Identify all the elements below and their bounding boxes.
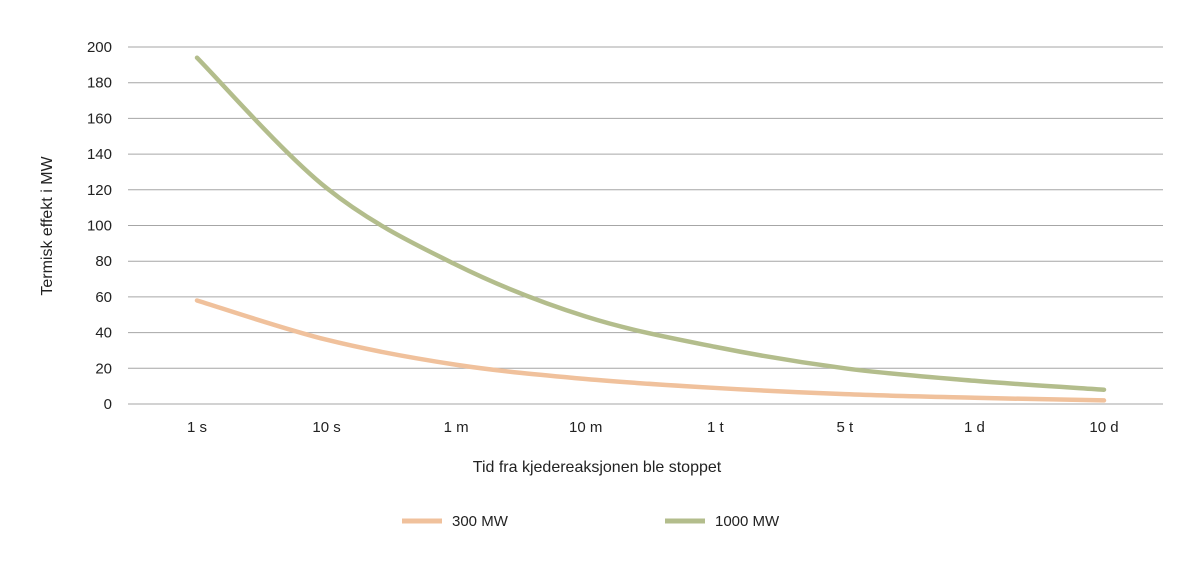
y-tick-label: 40 xyxy=(95,325,112,342)
x-tick-label: 1 m xyxy=(444,419,469,436)
legend: 300 MW 1000 MW xyxy=(402,513,780,530)
series-line-0 xyxy=(194,298,1107,403)
x-tick-label: 10 d xyxy=(1089,419,1118,436)
x-axis-tick-labels: 1 s 10 s 1 m 10 m 1 t 5 t 1 d 10 d xyxy=(187,419,1119,436)
y-tick-label: 160 xyxy=(87,110,112,127)
y-tick-label: 100 xyxy=(87,218,112,235)
y-tick-label: 140 xyxy=(87,146,112,163)
x-tick-label: 1 s xyxy=(187,419,207,436)
x-axis-title: Tid fra kjedereaksjonen ble stoppet xyxy=(473,459,722,476)
y-tick-label: 80 xyxy=(95,253,112,270)
y-tick-label: 0 xyxy=(104,396,112,413)
x-tick-label: 5 t xyxy=(837,419,855,436)
y-tick-label: 60 xyxy=(95,289,112,306)
y-tick-label: 200 xyxy=(87,39,112,56)
series-line-1 xyxy=(194,55,1107,392)
y-axis-tick-labels: 0 20 40 60 80 100 120 140 160 180 200 xyxy=(87,39,112,413)
y-axis-title: Termisk effekt i MW xyxy=(39,155,56,295)
legend-label-1: 1000 MW xyxy=(715,513,780,530)
y-tick-label: 180 xyxy=(87,75,112,92)
grid-lines xyxy=(128,46,1163,405)
x-tick-label: 10 m xyxy=(569,419,602,436)
x-tick-label: 1 d xyxy=(964,419,985,436)
x-tick-label: 10 s xyxy=(312,419,340,436)
y-tick-label: 20 xyxy=(95,360,112,377)
legend-label-0: 300 MW xyxy=(452,513,509,530)
y-tick-label: 120 xyxy=(87,182,112,199)
series-lines xyxy=(194,55,1107,403)
x-tick-label: 1 t xyxy=(707,419,725,436)
